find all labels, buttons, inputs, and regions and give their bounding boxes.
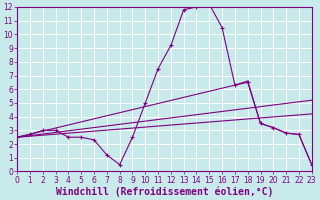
X-axis label: Windchill (Refroidissement éolien,°C): Windchill (Refroidissement éolien,°C) <box>56 186 273 197</box>
